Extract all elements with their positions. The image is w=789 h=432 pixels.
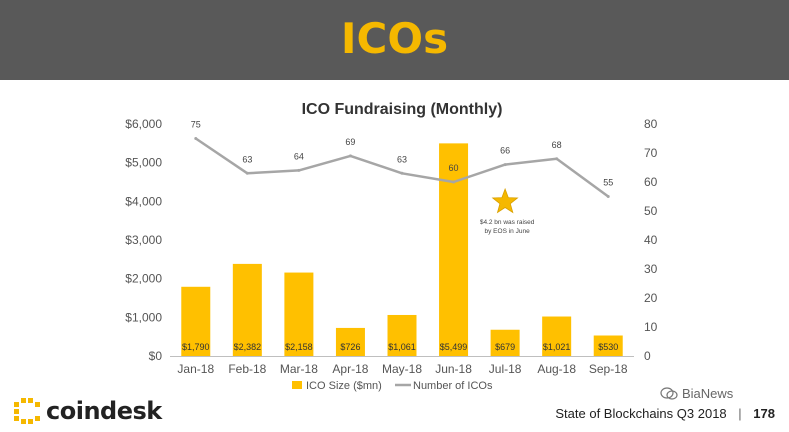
annotation-text: by EOS in June	[485, 228, 531, 235]
footer-separator: |	[738, 406, 742, 421]
line-data-label: 55	[603, 178, 613, 188]
line-data-label: 63	[242, 154, 252, 164]
coindesk-logo: coindesk	[14, 396, 162, 426]
x-tick-label: Aug-18	[537, 362, 576, 376]
header-banner	[0, 0, 789, 80]
coindesk-logo-icon	[14, 398, 40, 424]
legend-label: ICO Size ($mn)	[306, 380, 382, 392]
annotation-text: $4.2 bn was raised	[480, 219, 535, 226]
footer-report-info: State of Blockchains Q3 2018 | 178	[555, 406, 775, 421]
line-point	[348, 154, 352, 158]
line-series	[195, 137, 609, 198]
y-left-tick-label: $2,000	[125, 272, 162, 286]
x-tick-label: May-18	[382, 362, 422, 376]
page-title: ICOs	[340, 14, 449, 63]
y-right-tick-label: 60	[644, 175, 658, 189]
bar-data-label: $2,382	[234, 342, 262, 352]
y-right-tick-label: 30	[644, 262, 658, 276]
line-data-label: 64	[294, 151, 304, 161]
logo-text: coindesk	[46, 397, 162, 425]
legend-label: Number of ICOs	[413, 380, 493, 392]
y-right-tick-label: 40	[644, 233, 658, 247]
bar	[439, 143, 469, 356]
y-right-tick-label: 70	[644, 146, 658, 160]
y-right-tick-label: 20	[644, 291, 658, 305]
line-point	[555, 157, 559, 161]
y-left-tick-label: $3,000	[125, 233, 162, 247]
bar	[284, 272, 314, 356]
bar	[181, 286, 211, 356]
bar-data-label: $1,021	[543, 342, 571, 352]
y-right-tick-label: 10	[644, 320, 658, 334]
line-point	[194, 137, 198, 140]
x-tick-label: Jan-18	[177, 362, 214, 376]
chat-bubble-icon	[660, 386, 678, 400]
x-tick-label: Jun-18	[435, 362, 472, 376]
bar	[593, 335, 623, 356]
line-point	[400, 171, 404, 175]
bar	[542, 316, 572, 356]
star-icon	[491, 187, 519, 214]
bar	[335, 327, 365, 356]
x-tick-label: Apr-18	[332, 362, 368, 376]
bar-data-label: $1,061	[388, 342, 416, 352]
bar-data-label: $1,790	[182, 342, 210, 352]
y-left-tick-label: $0	[149, 349, 163, 363]
x-tick-label: Jul-18	[489, 362, 522, 376]
legend-swatch-bar	[292, 381, 302, 389]
line-data-label: 75	[191, 120, 201, 130]
x-tick-label: Feb-18	[228, 362, 266, 376]
x-tick-label: Sep-18	[589, 362, 628, 376]
watermark: BiaNews	[660, 386, 733, 401]
line-data-label: 69	[345, 137, 355, 147]
bar-data-label: $726	[340, 342, 360, 352]
watermark-text: BiaNews	[682, 386, 734, 401]
line-data-label: 63	[397, 154, 407, 164]
bar-data-label: $530	[598, 342, 618, 352]
line-point	[297, 168, 301, 172]
y-right-tick-label: 0	[644, 349, 651, 363]
y-right-tick-label: 80	[644, 117, 658, 131]
bar	[387, 314, 417, 356]
line-point	[503, 163, 507, 167]
y-right-tick-label: 50	[644, 204, 658, 218]
bar	[232, 263, 262, 356]
ico-fundraising-chart: ICO Fundraising (Monthly) $0 $1,000 $2,000 $…	[125, 101, 658, 392]
line-data-label: 60	[449, 163, 459, 173]
bar-data-label: $679	[495, 342, 515, 352]
y-left-tick-label: $4,000	[125, 194, 162, 208]
y-left-tick-label: $6,000	[125, 117, 162, 131]
chart-title: ICO Fundraising (Monthly)	[302, 101, 503, 118]
report-title: State of Blockchains Q3 2018	[555, 406, 727, 421]
bar-data-label: $2,158	[285, 342, 313, 352]
y-left-tick-label: $5,000	[125, 156, 162, 170]
x-tick-label: Mar-18	[280, 362, 318, 376]
page-number: 178	[753, 406, 775, 421]
y-left-tick-label: $1,000	[125, 310, 162, 324]
bar-data-label: $5,499	[440, 342, 468, 352]
line-data-label: 66	[500, 146, 510, 156]
line-point	[452, 180, 456, 184]
line-point	[606, 195, 610, 198]
line-data-label: 68	[552, 140, 562, 150]
line-point	[245, 171, 249, 175]
bar	[490, 329, 520, 356]
